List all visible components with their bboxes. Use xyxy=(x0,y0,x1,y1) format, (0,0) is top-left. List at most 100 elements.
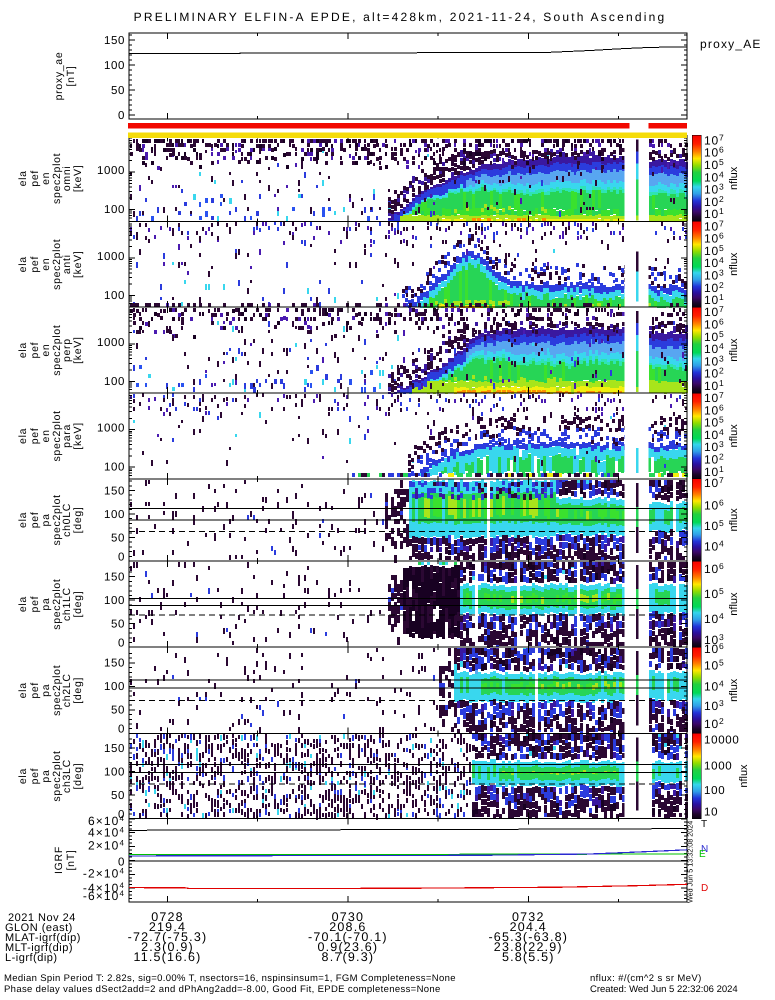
svg-text:104: 104 xyxy=(704,427,724,442)
svg-text:nflux: nflux xyxy=(728,678,740,702)
svg-text:-65.3(-63.8): -65.3(-63.8) xyxy=(488,930,568,944)
svg-text:Median Spin Period T: 2.82s, s: Median Spin Period T: 2.82s, sig=0.00% T… xyxy=(4,973,456,984)
svg-text:50: 50 xyxy=(111,532,125,544)
svg-text:Phase delay values dSect2add=2: Phase delay values dSect2add=2 and dPhAn… xyxy=(4,984,441,995)
svg-text:en: en xyxy=(40,172,52,185)
svg-text:102: 102 xyxy=(704,716,724,731)
svg-text:D: D xyxy=(701,883,708,894)
svg-text:100: 100 xyxy=(104,462,125,474)
svg-text:[nT]: [nT] xyxy=(65,66,77,87)
svg-text:ela: ela xyxy=(17,682,29,698)
svg-text:en: en xyxy=(40,258,52,271)
svg-text:103: 103 xyxy=(704,268,724,283)
svg-text:10: 10 xyxy=(704,806,718,818)
svg-text:204.4: 204.4 xyxy=(510,920,547,934)
svg-text:2×104: 2×104 xyxy=(88,839,125,853)
svg-text:1000: 1000 xyxy=(704,760,732,772)
svg-text:pa: pa xyxy=(40,770,52,783)
svg-text:proxy_ae: proxy_ae xyxy=(53,52,65,101)
svg-text:100: 100 xyxy=(704,785,725,797)
svg-text:pef: pef xyxy=(29,342,41,359)
svg-text:106: 106 xyxy=(704,497,724,512)
svg-text:150: 150 xyxy=(104,658,125,670)
svg-text:150: 150 xyxy=(104,572,125,584)
svg-text:[nT]: [nT] xyxy=(65,850,77,871)
svg-text:100: 100 xyxy=(104,767,125,779)
svg-text:pef: pef xyxy=(29,768,41,785)
svg-text:50: 50 xyxy=(111,790,125,802)
svg-text:103: 103 xyxy=(704,353,724,368)
svg-text:106: 106 xyxy=(704,317,724,332)
svg-text:Wed Jun 5 13:32:08 2024: Wed Jun 5 13:32:08 2024 xyxy=(686,821,695,903)
svg-text:103: 103 xyxy=(704,182,724,197)
svg-text:11.5(16.6): 11.5(16.6) xyxy=(133,950,201,964)
svg-text:0: 0 xyxy=(118,551,125,563)
svg-text:150: 150 xyxy=(104,35,125,47)
svg-text:103: 103 xyxy=(704,439,724,454)
svg-text:101: 101 xyxy=(704,464,724,479)
svg-text:spec2plot: spec2plot xyxy=(51,494,63,545)
svg-text:pa: pa xyxy=(40,598,52,611)
svg-text:103: 103 xyxy=(704,632,724,647)
svg-text:pef: pef xyxy=(29,170,41,187)
svg-text:105: 105 xyxy=(704,586,724,601)
svg-text:IGRF: IGRF xyxy=(53,846,65,874)
svg-text:107: 107 xyxy=(704,132,724,147)
svg-text:2.3(0.9): 2.3(0.9) xyxy=(141,940,194,954)
svg-text:nflux: nflux xyxy=(728,338,740,362)
svg-text:100: 100 xyxy=(104,376,125,388)
svg-text:107: 107 xyxy=(704,475,724,490)
svg-text:T: T xyxy=(701,819,707,830)
svg-text:100: 100 xyxy=(104,595,125,607)
svg-text:1000: 1000 xyxy=(97,337,125,349)
svg-text:MLAT-igrf(dip): MLAT-igrf(dip) xyxy=(5,932,81,944)
svg-text:100: 100 xyxy=(104,204,125,216)
svg-text:[keV]: [keV] xyxy=(72,336,84,363)
svg-text:102: 102 xyxy=(704,194,724,209)
svg-text:2021 Nov 24: 2021 Nov 24 xyxy=(8,912,76,924)
svg-text:spec2plot: spec2plot xyxy=(51,750,63,801)
svg-text:0: 0 xyxy=(118,809,125,821)
svg-text:-4×104: -4×104 xyxy=(83,881,125,895)
svg-text:101: 101 xyxy=(704,378,724,393)
svg-text:1000: 1000 xyxy=(97,165,125,177)
svg-text:E: E xyxy=(699,849,706,860)
svg-text:MLT-igrf(dip): MLT-igrf(dip) xyxy=(5,942,73,954)
svg-text:ela: ela xyxy=(17,428,29,444)
svg-text:106: 106 xyxy=(704,231,724,246)
svg-text:[deg]: [deg] xyxy=(72,591,84,618)
svg-text:PRELIMINARY ELFIN-A EPDE, alt=: PRELIMINARY ELFIN-A EPDE, alt=428km, 202… xyxy=(134,10,667,24)
svg-text:pef: pef xyxy=(29,512,41,529)
svg-text:105: 105 xyxy=(704,658,724,673)
svg-text:L-igrf(dip): L-igrf(dip) xyxy=(5,952,58,964)
svg-text:spec2plot: spec2plot xyxy=(51,239,63,290)
svg-text:[keV]: [keV] xyxy=(72,165,84,192)
svg-text:50: 50 xyxy=(111,85,125,97)
svg-text:0730: 0730 xyxy=(332,910,365,924)
svg-text:nflux: nflux xyxy=(728,508,740,532)
svg-text:para: para xyxy=(61,424,73,448)
svg-text:208.6: 208.6 xyxy=(329,920,366,934)
svg-text:-72.7(-75.3): -72.7(-75.3) xyxy=(128,930,208,944)
svg-text:pa: pa xyxy=(40,684,52,697)
svg-text:-6×104: -6×104 xyxy=(83,889,125,903)
svg-text:en: en xyxy=(40,344,52,357)
svg-text:-70.1(-70.1): -70.1(-70.1) xyxy=(308,930,388,944)
svg-text:ch2LC: ch2LC xyxy=(61,673,73,707)
svg-text:106: 106 xyxy=(704,145,724,160)
svg-text:100: 100 xyxy=(104,290,125,302)
svg-text:pef: pef xyxy=(29,682,41,699)
svg-text:1000: 1000 xyxy=(97,423,125,435)
svg-text:0: 0 xyxy=(118,724,125,736)
svg-text:0: 0 xyxy=(118,638,125,650)
svg-text:anti: anti xyxy=(61,254,73,274)
svg-text:107: 107 xyxy=(704,390,724,405)
svg-text:103: 103 xyxy=(704,698,724,713)
svg-text:0728: 0728 xyxy=(151,910,184,924)
svg-text:105: 105 xyxy=(704,518,724,533)
svg-text:[keV]: [keV] xyxy=(72,251,84,278)
svg-text:106: 106 xyxy=(704,561,724,576)
svg-text:ch3LC: ch3LC xyxy=(61,759,73,793)
svg-text:150: 150 xyxy=(104,485,125,497)
svg-text:104: 104 xyxy=(704,169,724,184)
